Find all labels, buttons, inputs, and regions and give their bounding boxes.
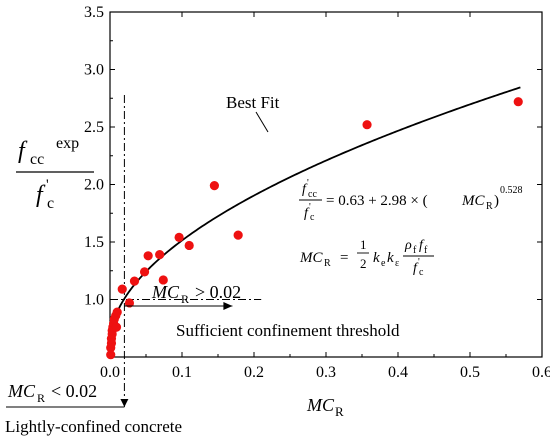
below-threshold-label: MC R < 0.02 bbox=[7, 381, 97, 405]
data-point bbox=[184, 240, 194, 251]
eq1-lhs-top-sup: ' bbox=[307, 178, 309, 189]
gt-mc: MC bbox=[151, 282, 180, 302]
above-threshold-label: MC R > 0.02 bbox=[151, 282, 241, 306]
eq1-lhs-bot-sub: c bbox=[310, 212, 315, 223]
y-title-den-sub: c bbox=[47, 195, 54, 212]
y-axis-title: f cc exp f ' c bbox=[16, 135, 94, 212]
eq1-mc-sub: R bbox=[486, 201, 493, 212]
plot-frame bbox=[109, 11, 543, 358]
eq2-den-sup: ' bbox=[418, 257, 420, 268]
x-tick-label: 0.3 bbox=[316, 364, 336, 381]
reference-lines bbox=[110, 95, 262, 408]
eq1-rhs: = 0.63 + 2.98 × ( bbox=[326, 193, 428, 209]
data-point bbox=[513, 97, 523, 107]
eq1-lhs-bot-f: f bbox=[304, 206, 310, 221]
fit-equation: f ' cc f ' c = 0.63 + 2.98 × ( MC R ) 0.… bbox=[299, 178, 523, 223]
data-point bbox=[174, 232, 184, 242]
data-point bbox=[111, 322, 122, 332]
eq2-k2: k bbox=[387, 250, 394, 266]
eq2-num-f: f bbox=[419, 238, 425, 253]
best-fit-curve-group bbox=[109, 86, 521, 343]
best-fit-curve bbox=[109, 86, 521, 343]
data-points bbox=[106, 97, 523, 360]
y-title-den-sup: ' bbox=[46, 177, 49, 193]
eq1-mc: MC bbox=[461, 193, 485, 209]
y-title-sub: cc bbox=[30, 151, 44, 168]
x-tick-label: 0.2 bbox=[244, 364, 264, 381]
eq2-den-f: f bbox=[413, 261, 419, 276]
y-title-den-f: f bbox=[36, 182, 46, 208]
eq1-exp: 0.528 bbox=[500, 185, 523, 196]
eq2-lhs: MC bbox=[299, 250, 323, 266]
lt-sub: R bbox=[37, 391, 45, 405]
eq2-num-f-sub: f bbox=[424, 245, 428, 256]
eq1-lhs-top-sub: cc bbox=[308, 189, 317, 200]
data-point bbox=[143, 251, 153, 261]
x-axis-title: MC R bbox=[306, 395, 344, 419]
gt-sub: R bbox=[181, 292, 189, 306]
y-tick-label: 2.5 bbox=[84, 119, 104, 136]
data-point bbox=[233, 230, 243, 240]
eq2-den-sub: c bbox=[419, 267, 424, 278]
x-tick-label: 0.1 bbox=[172, 364, 192, 381]
y-tick-label: 1.0 bbox=[84, 292, 104, 309]
eq2-k1-sub: e bbox=[381, 258, 386, 269]
y-tick-label: 3.0 bbox=[84, 62, 104, 79]
data-point bbox=[124, 298, 135, 308]
threshold-arrows bbox=[6, 302, 233, 408]
y-tick-label: 2.0 bbox=[84, 177, 104, 194]
y-tick-label: 3.5 bbox=[84, 4, 104, 21]
data-point bbox=[117, 284, 127, 294]
eq2-half-top: 1 bbox=[360, 237, 367, 252]
eq1-close: ) bbox=[494, 193, 499, 209]
eq2-half-bot: 2 bbox=[360, 256, 367, 271]
data-point bbox=[362, 120, 372, 130]
y-title-sup: exp bbox=[56, 135, 79, 152]
lt-rest: < 0.02 bbox=[51, 381, 97, 401]
data-point bbox=[129, 276, 140, 286]
eq2-k1: k bbox=[373, 250, 380, 266]
y-title-f: f bbox=[18, 138, 28, 164]
right-arrow-head bbox=[223, 302, 233, 310]
sufficient-confinement-label: Sufficient confinement threshold bbox=[176, 321, 400, 340]
eq2-lhs-sub: R bbox=[324, 258, 331, 269]
eq2-num-rho: ρ bbox=[404, 238, 412, 253]
down-arrow-head bbox=[120, 399, 129, 407]
eq2-eq: = bbox=[340, 250, 348, 266]
data-point bbox=[112, 307, 122, 317]
x-tick-label: 0.4 bbox=[388, 364, 408, 381]
x-tick-label: 0.6 bbox=[532, 364, 550, 381]
data-point bbox=[139, 267, 150, 277]
best-fit-label: Best Fit bbox=[226, 93, 280, 112]
eq1-lhs-bot-sup: ' bbox=[309, 202, 311, 213]
eq2-k2-sub: ε bbox=[395, 258, 399, 269]
x-title-sub: R bbox=[335, 404, 344, 419]
lt-mc: MC bbox=[7, 381, 36, 401]
data-point bbox=[155, 250, 165, 260]
gt-rest: > 0.02 bbox=[195, 282, 241, 302]
eq2-num-rho-sub: f bbox=[413, 245, 417, 256]
lightly-confined-label: Lightly-confined concrete bbox=[5, 417, 182, 436]
y-tick-label: 1.5 bbox=[84, 234, 104, 251]
x-title-mc: MC bbox=[306, 395, 335, 415]
best-fit-leader bbox=[255, 111, 269, 133]
axis-ticks: 0.0 0.1 0.2 0.3 0.4 0.5 0.6 1.0 1.5 2.0 2.5 3.0 3.5 bbox=[84, 4, 550, 381]
data-point bbox=[158, 275, 168, 285]
data-point bbox=[209, 181, 219, 191]
x-tick-label: 0.5 bbox=[460, 364, 480, 381]
eq1-lhs-top-f: f bbox=[302, 182, 308, 197]
x-tick-label: 0.0 bbox=[100, 364, 120, 381]
data-point bbox=[106, 350, 116, 360]
mc-definition-equation: MC R = 1 2 k e k ε ρ f f f f ' c bbox=[299, 237, 434, 278]
